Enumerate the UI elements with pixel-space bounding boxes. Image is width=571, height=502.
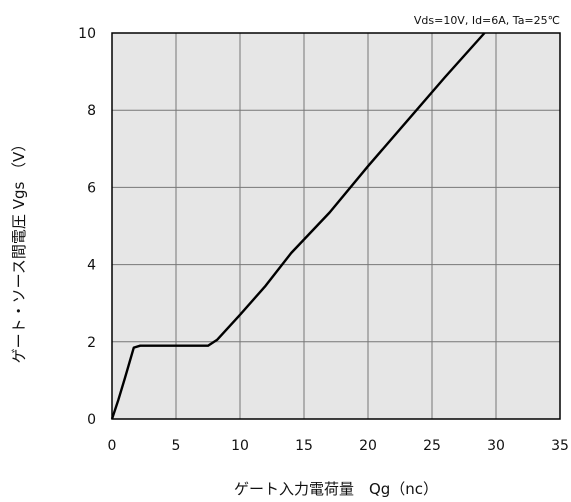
y-tick-label: 10 — [78, 26, 96, 42]
y-tick-label: 0 — [87, 412, 96, 428]
y-tick-label: 6 — [87, 180, 96, 196]
x-tick-label: 30 — [487, 438, 505, 454]
x-tick-labels: 0 5 10 15 20 25 30 35 — [108, 438, 569, 454]
y-tick-label: 2 — [87, 335, 96, 351]
x-tick-label: 0 — [108, 438, 117, 454]
x-tick-label: 15 — [295, 438, 313, 454]
y-axis-title: ゲート・ソース間電圧 Vgs （V） — [10, 137, 28, 364]
y-tick-label: 8 — [87, 103, 96, 119]
x-axis-title: ゲート入力電荷量 Qg（nc） — [234, 480, 438, 498]
grid-lines — [112, 33, 560, 419]
x-tick-label: 5 — [172, 438, 181, 454]
plot-frame — [111, 32, 561, 420]
y-tick-label: 4 — [87, 258, 96, 274]
y-tick-labels: 0 2 4 6 8 10 — [78, 26, 96, 428]
x-tick-label: 25 — [423, 438, 441, 454]
x-tick-label: 35 — [551, 438, 569, 454]
test-conditions: Vds=10V, Id=6A, Ta=25℃ — [414, 14, 560, 27]
series-line — [110, 32, 486, 420]
plot-area — [112, 33, 560, 419]
x-tick-label: 20 — [359, 438, 377, 454]
x-tick-label: 10 — [231, 438, 249, 454]
